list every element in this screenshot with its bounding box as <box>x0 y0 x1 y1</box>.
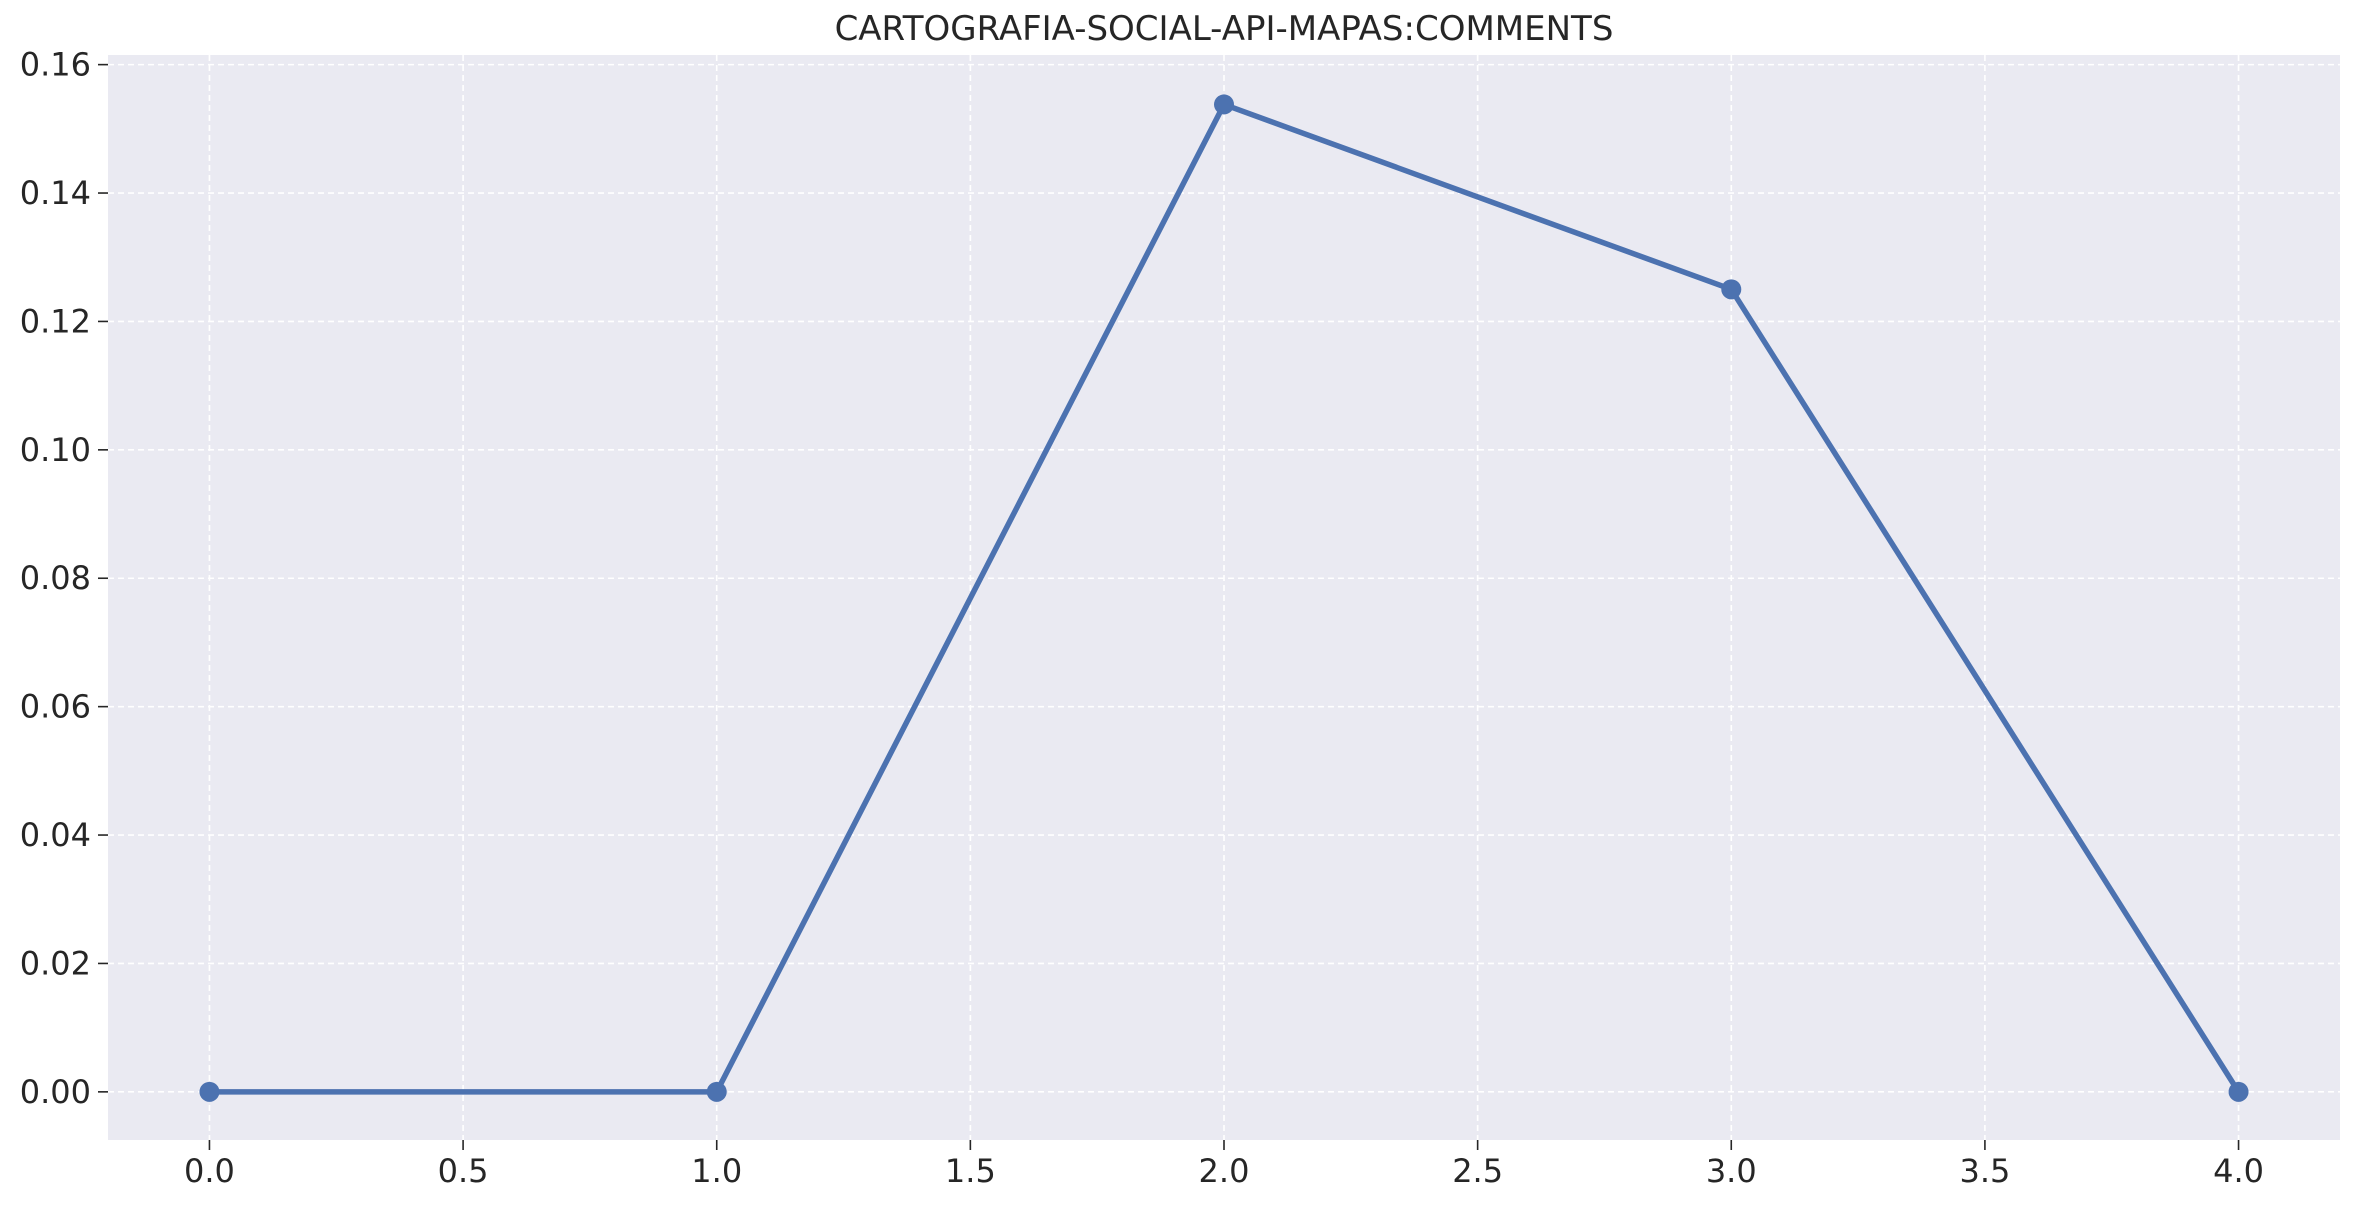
data-point <box>2229 1082 2249 1102</box>
y-tick-label: 0.12 <box>20 302 91 340</box>
x-tick-label: 2.5 <box>1452 1152 1503 1190</box>
x-tick-label: 1.0 <box>691 1152 742 1190</box>
y-axis: 0.00 0.02 0.04 0.06 0.08 0.10 0.12 0.14 0.16 <box>20 46 108 1111</box>
x-axis: 0.0 0.5 1.0 1.5 2.0 2.5 3.0 3.5 4.0 <box>184 1140 2264 1190</box>
y-tick-label: 0.00 <box>20 1073 91 1111</box>
x-tick-label: 2.0 <box>1199 1152 1250 1190</box>
x-tick-label: 3.0 <box>1706 1152 1757 1190</box>
data-point <box>1721 279 1741 299</box>
x-tick-label: 0.0 <box>184 1152 235 1190</box>
y-tick-label: 0.06 <box>20 688 91 726</box>
data-point <box>1214 94 1234 114</box>
y-tick-label: 0.10 <box>20 431 91 469</box>
y-tick-label: 0.16 <box>20 46 91 84</box>
y-tick-label: 0.08 <box>20 559 91 597</box>
x-tick-label: 3.5 <box>1959 1152 2010 1190</box>
x-tick-label: 1.5 <box>945 1152 996 1190</box>
y-tick-label: 0.14 <box>20 174 91 212</box>
y-tick-label: 0.04 <box>20 816 91 854</box>
data-point <box>707 1082 727 1102</box>
x-tick-label: 4.0 <box>2213 1152 2264 1190</box>
x-tick-label: 0.5 <box>438 1152 489 1190</box>
y-tick-label: 0.02 <box>20 944 91 982</box>
data-point <box>199 1082 219 1102</box>
chart-title: CARTOGRAFIA-SOCIAL-API-MAPAS:COMMENTS <box>835 9 1614 49</box>
